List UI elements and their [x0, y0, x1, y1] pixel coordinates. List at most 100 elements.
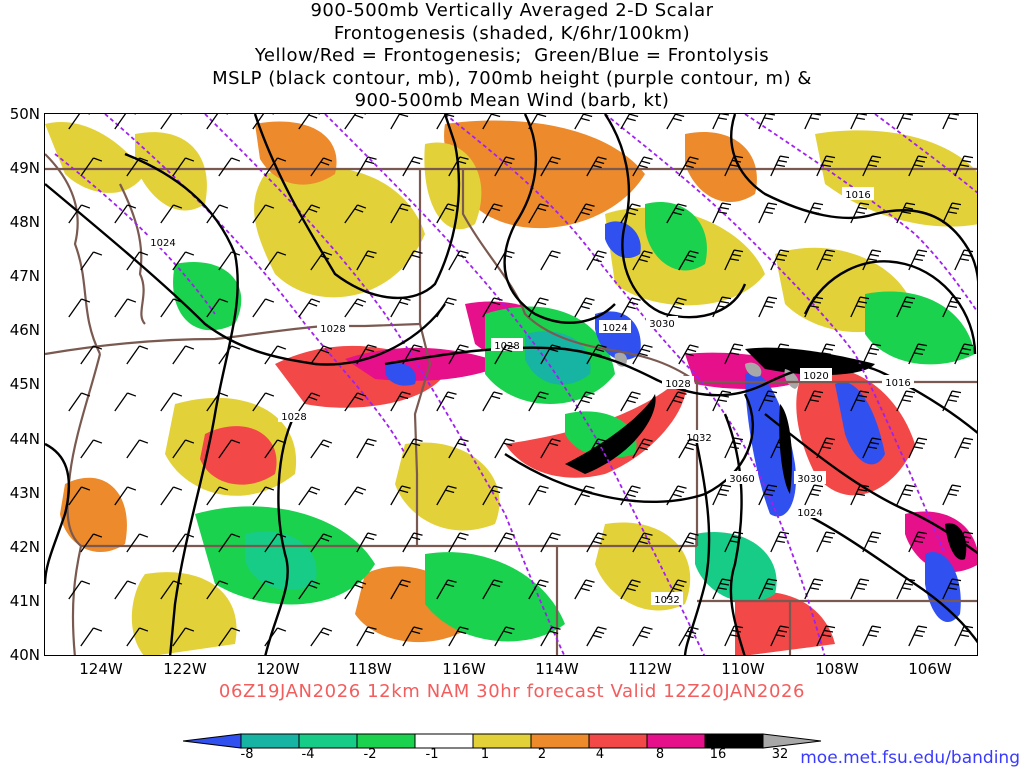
- wind-barb: [724, 437, 744, 459]
- wind-barb: [678, 156, 699, 177]
- wind-barb: [68, 114, 90, 130]
- wind-barb: [264, 627, 287, 647]
- wind-barb: [770, 437, 790, 459]
- lat-label: 44N: [9, 430, 40, 448]
- wind-barb: [850, 296, 870, 318]
- wind-barb: [770, 155, 790, 177]
- wind-barb: [114, 204, 137, 224]
- map-panel: 1028 1028 1028 1024 3030 1028: [44, 113, 978, 656]
- wind-barb: [356, 344, 377, 365]
- wind-barb: [540, 250, 561, 271]
- shade-red: [200, 426, 277, 485]
- wind-barb: [724, 343, 744, 365]
- wind-barb: [80, 439, 103, 459]
- puget-sound: [119, 183, 146, 325]
- wind-barb: [758, 484, 778, 506]
- wind-barb: [678, 626, 699, 647]
- wind-barb: [724, 531, 744, 553]
- wind-barb: [206, 114, 228, 130]
- wind-barb: [160, 298, 183, 318]
- wind-barb: [942, 390, 962, 412]
- shade-blue: [835, 382, 885, 465]
- contour-label-text: 1016: [845, 190, 870, 201]
- wind-barb: [206, 298, 229, 318]
- frontogenesis-shading: [45, 120, 977, 655]
- wind-barb: [816, 249, 836, 271]
- wind-barb: [448, 626, 469, 647]
- wind-barb: [816, 343, 836, 365]
- wind-barb: [896, 390, 916, 412]
- colorbar-label: -2: [363, 747, 377, 762]
- wind-barb: [678, 438, 699, 459]
- wind-barb: [712, 114, 730, 130]
- lat-label: 41N: [9, 592, 40, 610]
- wind-barb: [68, 580, 91, 600]
- wind-barb: [68, 204, 91, 224]
- wind-barb: [804, 114, 822, 130]
- contour-label-text: 1028: [281, 412, 306, 423]
- wind-barb: [494, 532, 515, 553]
- shade-green: [425, 552, 565, 642]
- wind-barb: [482, 579, 503, 600]
- colorbar-label: 32: [771, 747, 789, 762]
- lat-label: 42N: [9, 538, 40, 556]
- colorbar-segment: [530, 733, 590, 749]
- wind-barb: [620, 391, 641, 412]
- wind-barb: [620, 114, 639, 130]
- wind-barb: [574, 297, 595, 318]
- shade-green: [865, 291, 975, 365]
- credit-link[interactable]: moe.met.fsu.edu/banding: [800, 748, 1020, 768]
- wind-barb: [666, 297, 687, 318]
- wind-barb: [298, 486, 321, 506]
- wind-barb: [344, 298, 367, 318]
- wind-barb: [494, 438, 515, 459]
- id-mt-border: [461, 169, 698, 383]
- wind-barb: [298, 580, 321, 600]
- contour-label-text: 3030: [797, 474, 822, 485]
- wind-barb: [620, 485, 641, 506]
- wind-barb: [448, 344, 469, 365]
- contour-label: 1020: [800, 368, 832, 382]
- wind-barb: [114, 298, 137, 318]
- wind-barb: [850, 484, 870, 506]
- wa-or-border: [45, 322, 421, 356]
- wind-barb: [206, 392, 229, 412]
- contour-label: 1028: [317, 321, 349, 335]
- wind-barb: [942, 484, 962, 506]
- wind-barb: [908, 343, 928, 365]
- contour-label-text: 1016: [885, 378, 910, 389]
- wind-barb: [942, 578, 962, 600]
- lat-label: 43N: [9, 484, 40, 502]
- wind-barb: [850, 578, 870, 600]
- wind-barb: [160, 114, 182, 130]
- wind-barb: [586, 532, 607, 553]
- shade-teal: [695, 532, 777, 603]
- wind-barb: [620, 579, 641, 600]
- wind-barb: [448, 156, 469, 177]
- wind-barb: [954, 625, 974, 647]
- wind-barb: [344, 392, 367, 412]
- wind-barb: [298, 114, 320, 130]
- wind-barb: [160, 486, 183, 506]
- wind-barb: [770, 249, 790, 271]
- wind-barb: [160, 204, 183, 224]
- wind-barb: [862, 437, 882, 459]
- wind-barb: [390, 114, 409, 130]
- wind-barb: [586, 344, 607, 365]
- contour-label: 3030: [646, 316, 678, 330]
- shade-teal: [525, 331, 591, 385]
- wind-barb: [218, 439, 241, 459]
- contour-label-text: 1024: [150, 238, 175, 249]
- 700mb-height-contours: [54, 114, 977, 655]
- wind-barb: [850, 114, 868, 130]
- colorbar-segment: [298, 733, 358, 749]
- shade-green: [173, 262, 242, 331]
- wind-barb: [402, 626, 423, 647]
- wind-barb: [264, 533, 287, 553]
- wind-barb: [540, 438, 561, 459]
- wind-barb: [816, 155, 836, 177]
- wind-barb: [528, 485, 549, 506]
- contour-label: 1024: [147, 235, 179, 249]
- wind-barb: [712, 578, 732, 600]
- wind-barb: [436, 579, 457, 600]
